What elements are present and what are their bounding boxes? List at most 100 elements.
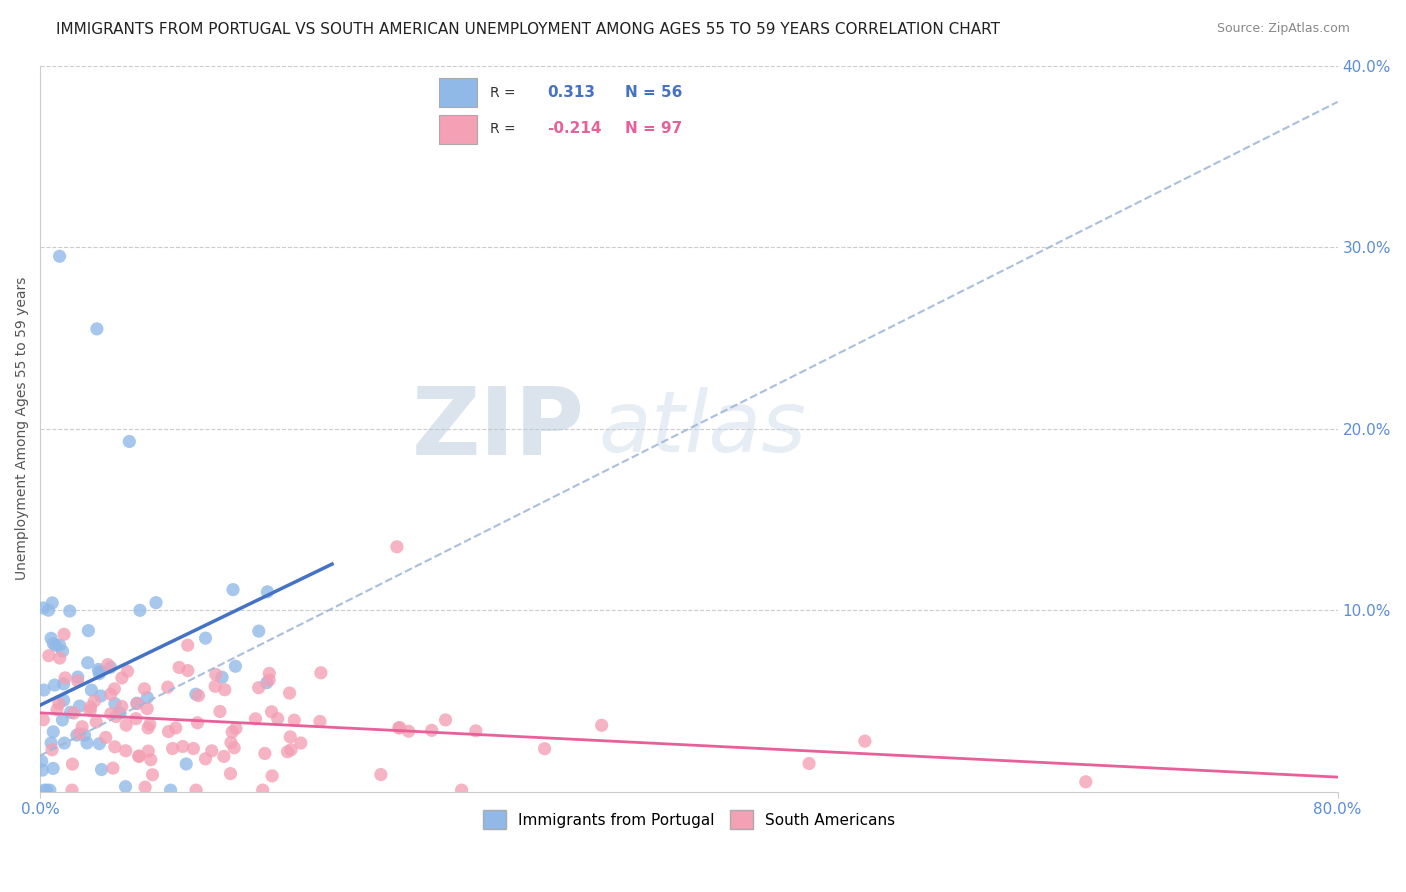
Point: [77, 624, 100, 638]
Point: [211, 670, 233, 684]
Point: [32, 683, 55, 698]
Point: [247, 624, 270, 639]
Point: [79, 704, 101, 718]
Point: [134, 780, 156, 794]
Point: [69, 699, 91, 714]
Point: [183, 741, 205, 756]
Point: [48, 638, 70, 652]
Point: [111, 699, 134, 714]
Point: [194, 631, 217, 645]
Point: [256, 585, 278, 599]
Point: [162, 741, 184, 756]
Point: [84, 714, 107, 729]
Point: [83, 694, 105, 708]
Point: [100, 706, 122, 721]
Point: [177, 638, 200, 652]
Point: [41, 596, 63, 610]
Point: [533, 741, 555, 756]
Point: [38, 648, 60, 663]
Point: [32, 601, 55, 615]
Point: [42, 724, 65, 739]
Point: [134, 681, 156, 696]
Point: [247, 681, 270, 695]
Point: [224, 659, 246, 673]
Point: [48, 651, 70, 665]
Point: [59, 706, 82, 720]
Point: [225, 722, 247, 736]
Point: [90, 689, 112, 703]
Point: [128, 603, 150, 617]
Point: [221, 725, 243, 739]
Point: [252, 783, 274, 797]
Point: [222, 582, 245, 597]
Point: [172, 739, 194, 754]
Point: [100, 660, 122, 674]
Point: [38, 783, 60, 797]
Point: [66, 728, 89, 742]
Point: [388, 721, 411, 735]
Point: [42, 761, 65, 775]
Point: [201, 744, 224, 758]
Point: [212, 749, 235, 764]
Point: [53, 671, 76, 685]
Point: [104, 739, 127, 754]
Point: [97, 657, 120, 672]
Point: [219, 735, 242, 749]
Point: [256, 675, 278, 690]
Point: [157, 724, 180, 739]
Point: [797, 756, 820, 771]
Point: [257, 673, 280, 687]
Point: [125, 712, 148, 726]
Point: [51, 644, 73, 658]
Point: [86, 322, 108, 336]
Point: [48, 249, 70, 263]
Y-axis label: Unemployment Among Ages 55 to 59 years: Unemployment Among Ages 55 to 59 years: [15, 277, 30, 581]
Point: [309, 714, 332, 729]
Point: [62, 757, 84, 772]
Point: [100, 687, 122, 701]
Point: [89, 666, 111, 681]
Point: [280, 743, 302, 757]
Point: [136, 744, 159, 758]
Point: [76, 656, 98, 670]
Point: [174, 756, 197, 771]
Point: [101, 761, 124, 775]
Point: [39, 736, 62, 750]
Point: [141, 768, 163, 782]
Point: [87, 663, 110, 677]
Point: [420, 723, 443, 738]
Point: [128, 749, 150, 764]
Point: [204, 667, 226, 681]
Point: [115, 718, 138, 732]
Point: [103, 681, 125, 696]
Point: [309, 665, 332, 680]
Point: [32, 713, 55, 727]
Point: [259, 666, 281, 681]
Point: [464, 723, 486, 738]
Point: [125, 696, 148, 710]
Text: ZIP: ZIP: [412, 383, 585, 475]
Point: [208, 705, 231, 719]
Point: [53, 736, 76, 750]
Point: [105, 709, 128, 723]
Point: [128, 749, 150, 764]
Point: [260, 705, 283, 719]
Point: [278, 686, 301, 700]
Point: [853, 734, 876, 748]
Point: [186, 715, 208, 730]
Point: [38, 603, 60, 617]
Point: [52, 677, 75, 691]
Point: [90, 763, 112, 777]
Point: [136, 701, 159, 715]
Point: [139, 753, 162, 767]
Point: [245, 712, 267, 726]
Point: [118, 434, 141, 449]
Point: [283, 713, 305, 727]
Point: [51, 713, 73, 727]
Point: [253, 747, 276, 761]
Point: [214, 682, 236, 697]
Point: [278, 730, 301, 744]
Legend: Immigrants from Portugal, South Americans: Immigrants from Portugal, South American…: [477, 805, 901, 835]
Point: [59, 604, 82, 618]
Text: Source: ZipAtlas.com: Source: ZipAtlas.com: [1216, 22, 1350, 36]
